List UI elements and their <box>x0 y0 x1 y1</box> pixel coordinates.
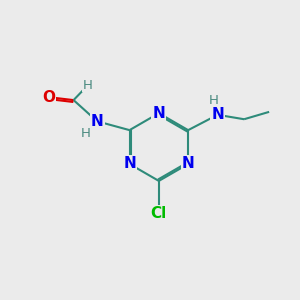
Text: N: N <box>152 106 165 121</box>
Text: N: N <box>91 114 103 129</box>
Text: H: H <box>209 94 219 106</box>
Text: H: H <box>83 79 93 92</box>
Text: N: N <box>123 157 136 172</box>
Text: O: O <box>42 90 55 105</box>
Text: H: H <box>81 127 91 140</box>
Text: N: N <box>211 107 224 122</box>
Text: Cl: Cl <box>151 206 167 221</box>
Text: N: N <box>182 157 194 172</box>
